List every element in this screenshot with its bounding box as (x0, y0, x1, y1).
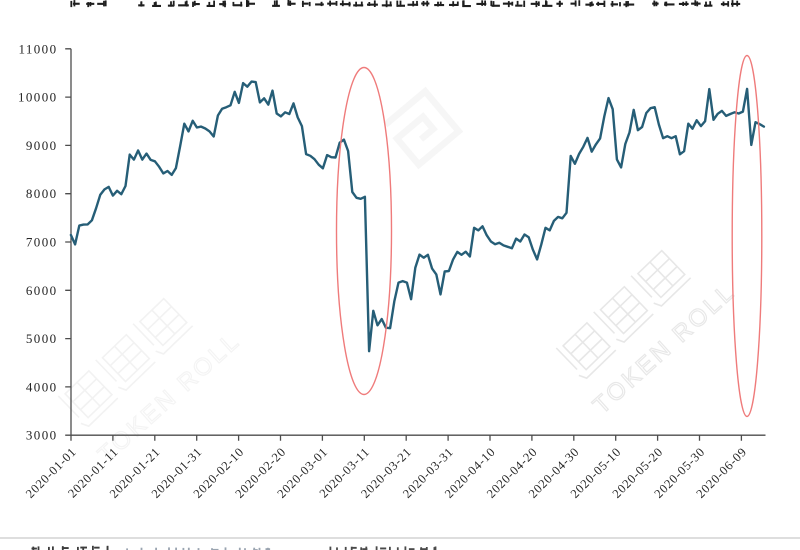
svg-text:10000: 10000 (18, 90, 58, 105)
svg-text:7000: 7000 (26, 235, 58, 250)
svg-text:3000: 3000 (26, 428, 58, 443)
svg-text:4000: 4000 (26, 379, 58, 394)
svg-text:11000: 11000 (18, 41, 57, 56)
svg-text:6000: 6000 (26, 283, 58, 298)
svg-text:8000: 8000 (26, 186, 58, 201)
svg-text:5000: 5000 (26, 331, 58, 346)
svg-text:9000: 9000 (26, 138, 58, 153)
